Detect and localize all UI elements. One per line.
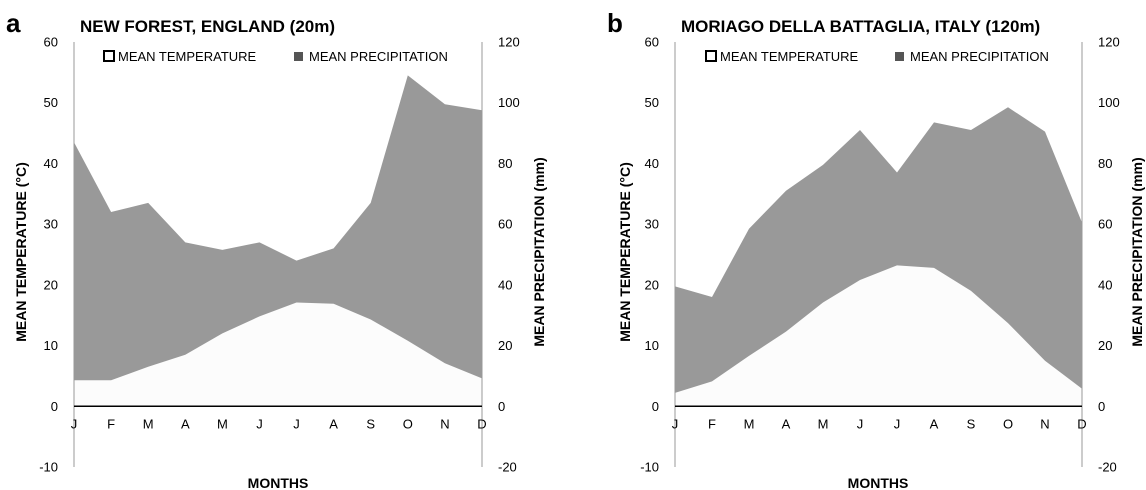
x-tick-label: J	[256, 416, 263, 431]
chart-title: NEW FOREST, ENGLAND (20m)	[80, 17, 335, 36]
x-tick-label: M	[217, 416, 228, 431]
y-tick-label-left: 30	[44, 217, 58, 232]
y-tick-label-left: 0	[51, 399, 58, 414]
x-tick-label: M	[143, 416, 154, 431]
y-tick-label-left: 40	[44, 156, 58, 171]
panel-letter: a	[6, 8, 21, 38]
x-tick-label: N	[440, 416, 449, 431]
y-tick-label-left: -10	[39, 460, 58, 475]
y-tick-label-left: -10	[640, 460, 659, 475]
legend-swatch-precipitation	[895, 52, 904, 61]
x-tick-label: M	[744, 416, 755, 431]
x-tick-label: J	[672, 416, 679, 431]
y-tick-label-left: 10	[44, 338, 58, 353]
y-tick-label-right: -20	[498, 460, 517, 475]
chart-title: MORIAGO DELLA BATTAGLIA, ITALY (120m)	[681, 17, 1040, 36]
x-tick-label: A	[181, 416, 190, 431]
x-tick-label: J	[293, 416, 300, 431]
x-axis-title: MONTHS	[848, 475, 909, 490]
x-tick-label: S	[366, 416, 375, 431]
legend-label-temperature: MEAN TEMPERATURE	[720, 49, 859, 64]
x-tick-label: A	[930, 416, 939, 431]
temperature-area	[675, 265, 1082, 407]
y-tick-label-left: 50	[645, 95, 659, 110]
legend-label-precipitation: MEAN PRECIPITATION	[309, 49, 448, 64]
y-tick-label-left: 10	[645, 338, 659, 353]
y-tick-label-left: 20	[44, 277, 58, 292]
y-axis-title-right: MEAN PRECIPITATION (mm)	[1129, 157, 1145, 346]
x-tick-label: D	[1077, 416, 1086, 431]
x-tick-label: M	[818, 416, 829, 431]
y-tick-label-right: 120	[498, 35, 520, 50]
x-tick-label: J	[71, 416, 78, 431]
y-tick-label-left: 20	[645, 277, 659, 292]
y-axis-title-right: MEAN PRECIPITATION (mm)	[531, 157, 547, 346]
y-tick-label-right: 40	[1098, 277, 1112, 292]
x-tick-label: F	[708, 416, 716, 431]
x-tick-label: J	[857, 416, 864, 431]
y-axis-title-left: MEAN TEMPERATURE (°C)	[617, 162, 633, 342]
y-tick-label-right: 20	[498, 338, 512, 353]
legend: MEAN TEMPERATURE MEAN PRECIPITATION	[705, 49, 1049, 64]
y-tick-label-right: 100	[1098, 95, 1120, 110]
legend-swatch-temperature	[705, 50, 717, 62]
x-tick-label: O	[403, 416, 413, 431]
y-tick-label-right: -20	[1098, 460, 1117, 475]
y-tick-label-right: 120	[1098, 35, 1120, 50]
y-tick-label-left: 0	[652, 399, 659, 414]
chart-panel-b: b MORIAGO DELLA BATTAGLIA, ITALY (120m) …	[607, 8, 1145, 490]
y-tick-label-left: 40	[645, 156, 659, 171]
y-tick-label-right: 60	[1098, 217, 1112, 232]
x-tick-label: D	[477, 416, 486, 431]
y-tick-label-right: 80	[1098, 156, 1112, 171]
chart-panel-a: a NEW FOREST, ENGLAND (20m) 60 50 40 30 20 10…	[6, 8, 547, 490]
legend-label-temperature: MEAN TEMPERATURE	[118, 49, 257, 64]
precipitation-area	[74, 75, 482, 407]
y-tick-label-left: 50	[44, 95, 58, 110]
y-tick-label-right: 20	[1098, 338, 1112, 353]
y-tick-label-right: 0	[1098, 399, 1105, 414]
temperature-area	[74, 302, 482, 407]
y-axis-title-left: MEAN TEMPERATURE (°C)	[13, 162, 29, 342]
x-axis-title: MONTHS	[248, 475, 309, 490]
y-tick-label-right: 60	[498, 217, 512, 232]
legend-swatch-temperature	[103, 50, 115, 62]
x-tick-label: A	[782, 416, 791, 431]
x-tick-label: A	[329, 416, 338, 431]
x-tick-label: S	[967, 416, 976, 431]
y-tick-label-right: 80	[498, 156, 512, 171]
y-tick-label-right: 0	[498, 399, 505, 414]
y-tick-label-right: 40	[498, 277, 512, 292]
x-tick-label: J	[894, 416, 901, 431]
panel-letter: b	[607, 8, 623, 38]
y-tick-label-left: 30	[645, 217, 659, 232]
y-tick-label-left: 60	[44, 35, 58, 50]
legend-label-precipitation: MEAN PRECIPITATION	[910, 49, 1049, 64]
x-tick-label: F	[107, 416, 115, 431]
legend: MEAN TEMPERATURE MEAN PRECIPITATION	[103, 49, 448, 64]
y-tick-label-left: 60	[645, 35, 659, 50]
y-tick-label-right: 100	[498, 95, 520, 110]
x-tick-label: O	[1003, 416, 1013, 431]
x-tick-label: N	[1040, 416, 1049, 431]
legend-swatch-precipitation	[294, 52, 303, 61]
